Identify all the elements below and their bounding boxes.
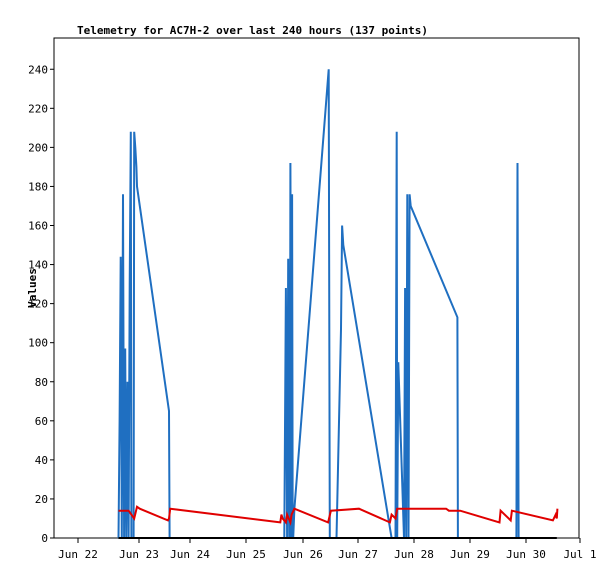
y-tick-label: 60 (35, 415, 48, 428)
y-tick-label: 200 (28, 141, 48, 154)
y-tick-label: 220 (28, 102, 48, 115)
plot-area (53, 37, 580, 539)
y-tick-label: 140 (28, 259, 48, 272)
x-tick-label: Jun 27 (338, 548, 378, 561)
y-tick-label: 20 (35, 493, 48, 506)
y-tick-label: 80 (35, 376, 48, 389)
x-tick-label: Jun 23 (119, 548, 159, 561)
chart-title: Telemetry for AC7H-2 over last 240 hours… (77, 24, 428, 37)
series-lines (117, 69, 559, 539)
x-tick-label: Jul 1 (563, 548, 596, 561)
x-tick-label: Jun 30 (506, 548, 546, 561)
y-axis-label: Values (26, 268, 39, 308)
x-tick-label: Jun 24 (170, 548, 210, 561)
series-line-1 (118, 505, 559, 527)
y-tick-label: 40 (35, 454, 48, 467)
y-tick-label: 120 (28, 298, 48, 311)
y-tick-label: 180 (28, 180, 48, 193)
x-tick-label: Jun 22 (58, 548, 98, 561)
x-tick-label: Jun 26 (283, 548, 323, 561)
y-tick-label: 100 (28, 337, 48, 350)
x-tick-label: Jun 28 (394, 548, 434, 561)
y-tick-label: 0 (41, 532, 48, 545)
axis-ticks: 0 20 40 60 80 100 120 140 160 180 200 220 240 Jun 22 J… (28, 63, 596, 561)
x-tick-label: Jun 25 (226, 548, 266, 561)
y-tick-label: 240 (28, 63, 48, 76)
x-tick-label: Jun 29 (450, 548, 490, 561)
y-tick-label: 160 (28, 220, 48, 233)
